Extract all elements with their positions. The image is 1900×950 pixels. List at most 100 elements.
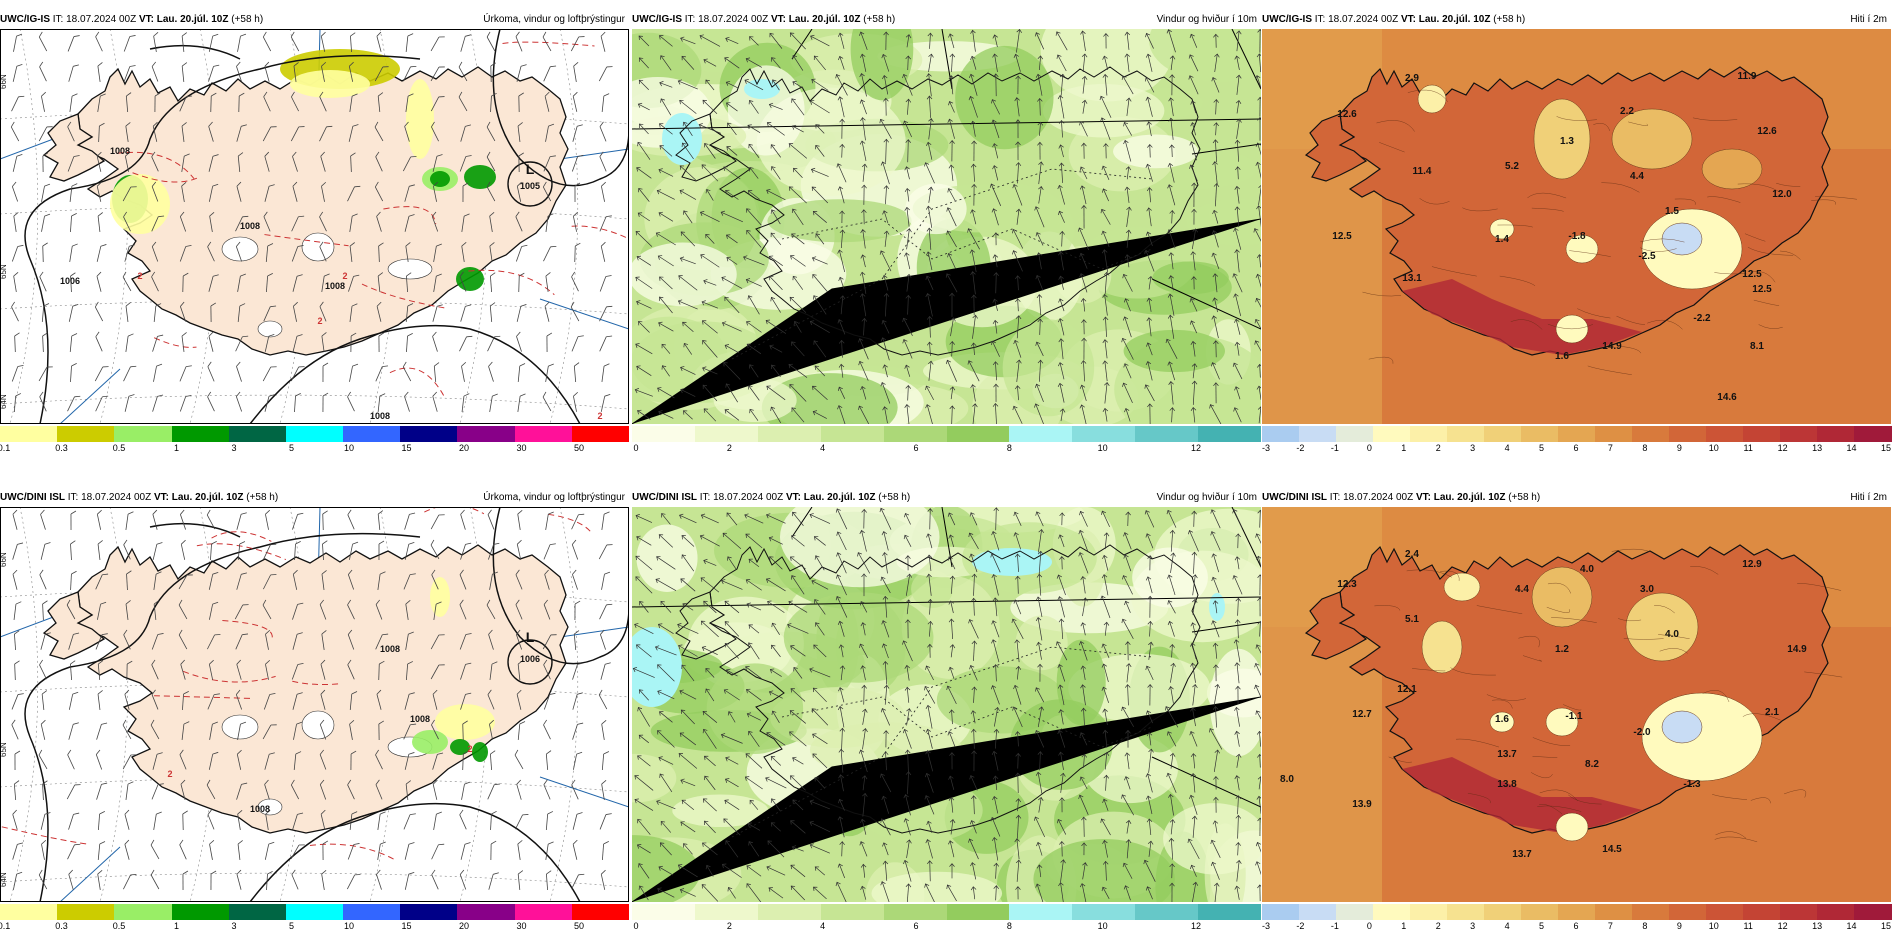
colorbar-tick-label: 15 <box>401 921 412 931</box>
colorbar-swatch <box>514 904 573 920</box>
colorbar-tick-label: 8 <box>1642 443 1648 453</box>
temperature-value-label: 13.7 <box>1512 849 1532 860</box>
panel-title: Vindur og hviður í 10m <box>1156 14 1257 25</box>
colorbar-ticks: -3 -2 -1 0 1 2 3 4 5 6 7 8 9 10 11 12 13 14 15 <box>1262 443 1891 457</box>
temperature-value-label: 5.1 <box>1405 614 1419 625</box>
colorbar-tick-label: 4 <box>1504 921 1510 931</box>
temperature-value-label: 11.9 <box>1738 71 1757 82</box>
low-pressure-marker: L <box>526 629 535 645</box>
panel-title: Vindur og hviður í 10m <box>1156 492 1257 503</box>
colorbar-tick-label: -2 <box>1296 443 1305 453</box>
colorbar-ticks: 0 2 4 6 8 10 12 <box>632 443 1261 457</box>
colorbar-tick-label: 15 <box>1880 443 1892 453</box>
temperature-value-label: 12.5 <box>1742 269 1762 280</box>
colorbar-tick-label: 7 <box>1607 443 1613 453</box>
panel-header: UWC/DINI ISL IT: 18.07.2024 00Z VT: Lau.… <box>632 490 1261 506</box>
colorbar-swatch <box>457 426 516 442</box>
map-panel-temp: UWC/IG-IS IT: 18.07.2024 00Z VT: Lau. 20… <box>1262 12 1892 472</box>
init-time: IT: 18.07.2024 00Z <box>684 14 769 25</box>
colorbar-tick-label: 12 <box>1190 921 1202 931</box>
contour-label: 2 <box>597 411 602 421</box>
valid-time: VT: Lau. 20.júl. 10Z <box>770 14 861 25</box>
lead-time: (+58 h) <box>231 14 264 25</box>
colorbar-tick-label: 10 <box>343 443 355 453</box>
colorbar-swatch <box>1558 904 1596 920</box>
map-canvas: 2.4 12.3 5.1 4.4 4.0 3.0 12.9 12.1 12.7 1.2 4.0 14.… <box>1262 507 1891 902</box>
colorbar-swatch <box>57 904 115 920</box>
colorbar-ticks: 0.1 0.3 0.5 1 3 5 10 15 20 30 50 <box>0 443 629 457</box>
colorbar-tick-label: 0.1 <box>0 921 11 931</box>
colorbar-tick-label: 6 <box>913 443 919 453</box>
colorbar-tick-label: 10 <box>343 921 355 931</box>
colorbar-swatch <box>1558 426 1596 442</box>
colorbar-tick-label: -1 <box>1330 921 1339 931</box>
colorbar-tick-label: 0.1 <box>0 443 11 453</box>
map-panel-precip: UWC/IG-IS IT: 18.07.2024 00Z VT: Lau. 20… <box>0 12 630 472</box>
init-time: IT: 18.07.2024 00Z <box>52 14 137 25</box>
colorbar-tick-label: 1 <box>1401 443 1407 453</box>
lat-label: 65N <box>0 264 8 279</box>
temperature-value-label: 4.4 <box>1515 584 1529 595</box>
model-name: UWC/DINI ISL <box>632 492 697 503</box>
temperature-value-label: 13.7 <box>1497 749 1517 760</box>
colorbar-tick-label: 10 <box>1708 921 1719 931</box>
colorbar-swatch <box>1072 904 1136 920</box>
colorbar-swatch <box>285 904 344 920</box>
temperature-value-label: -1.3 <box>1683 779 1701 790</box>
colorbar-swatch <box>1669 904 1707 920</box>
panel-header: UWC/IG-IS IT: 18.07.2024 00Z VT: Lau. 20… <box>1262 12 1891 28</box>
map-area <box>632 507 1261 902</box>
colorbar-swatch <box>1009 904 1073 920</box>
temperature-value-label: -2.2 <box>1693 313 1711 324</box>
colorbar-tick-label: 6 <box>913 921 919 931</box>
colorbar-swatch <box>757 426 822 442</box>
colorbar-swatch <box>1521 426 1559 442</box>
temperature-value-label: 1.2 <box>1555 644 1569 655</box>
colorbar-tick-label: 15 <box>401 443 412 453</box>
colorbar-swatch <box>1484 904 1522 920</box>
temperature-value-label: 12.9 <box>1742 559 1762 570</box>
colorbar-ticks: -3 -2 -1 0 1 2 3 4 5 6 7 8 9 10 11 12 13 14 15 <box>1262 921 1891 935</box>
colorbar-swatch <box>285 426 344 442</box>
colorbar-swatch <box>171 426 230 442</box>
colorbar-swatch <box>1743 426 1781 442</box>
colorbar-tick-label: 12 <box>1777 443 1788 453</box>
map-area: 2.9 12.6 11.4 12.5 13.1 14.6 5.2 1.3 2.2 4.4 1.5 12… <box>1262 29 1891 424</box>
init-time: IT: 18.07.2024 00Z <box>1314 14 1399 25</box>
map-area: 66N 65N 64N L 1005 1008 1008 1006 1008 1008 2 2 2 2 <box>0 29 629 424</box>
colorbar-tick-label: 7 <box>1607 921 1613 931</box>
temperature-value-label: 1.4 <box>1495 234 1509 245</box>
colorbar-tick-label: 14 <box>1846 443 1857 453</box>
colorbar-tick-label: 13 <box>1812 443 1823 453</box>
lat-label: 64N <box>0 394 8 409</box>
contour-label: 2 <box>317 316 322 326</box>
colorbar-tick-label: 1 <box>1401 921 1407 931</box>
colorbar-swatch <box>632 426 696 442</box>
valid-time: VT: Lau. 20.júl. 10Z <box>1400 14 1491 25</box>
colorbar-swatch <box>1632 904 1670 920</box>
colorbar-swatch <box>0 904 58 920</box>
colorbar-swatch <box>820 426 885 442</box>
map-canvas: 66N 65N 64N L 1006 1008 1008 1008 2 2 <box>0 507 629 902</box>
temperature-value-label: 14.5 <box>1602 844 1622 855</box>
colorbar <box>1262 904 1892 920</box>
colorbar-tick-label: 5 <box>1539 921 1545 931</box>
model-name: UWC/IG-IS <box>632 14 682 25</box>
colorbar-tick-label: 30 <box>516 921 527 931</box>
contour-label: 2 <box>342 271 347 281</box>
panel-header: UWC/IG-IS IT: 18.07.2024 00Z VT: Lau. 20… <box>0 12 629 28</box>
colorbar-swatch <box>1706 426 1744 442</box>
colorbar-tick-label: 11 <box>1743 443 1753 453</box>
colorbar-tick-label: 0.3 <box>55 443 68 453</box>
colorbar-tick-label: 8 <box>1642 921 1648 931</box>
map-panel-wind: UWC/DINI ISL IT: 18.07.2024 00Z VT: Lau.… <box>632 490 1262 950</box>
colorbar-swatch <box>1410 904 1448 920</box>
contour-label: 1008 <box>250 804 270 814</box>
colorbar-tick-label: 10 <box>1097 443 1108 453</box>
temperature-value-label: 2.1 <box>1765 707 1779 718</box>
colorbar-swatch <box>1743 904 1781 920</box>
lead-time: (+58 h) <box>863 14 896 25</box>
colorbar-swatch <box>1780 426 1818 442</box>
colorbar-tick-label: 0.3 <box>55 921 68 931</box>
